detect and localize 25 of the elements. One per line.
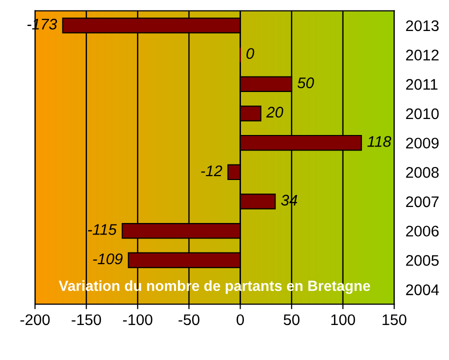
data-label: -115 bbox=[88, 224, 117, 235]
x-tick-label: -200 bbox=[20, 314, 50, 326]
y-tick-label: 2005 bbox=[406, 255, 439, 266]
y-tick-label: 2009 bbox=[406, 138, 439, 149]
data-label: 118 bbox=[367, 136, 392, 147]
data-label: 0 bbox=[246, 48, 254, 59]
x-tick-label: 100 bbox=[331, 314, 356, 326]
data-label: 20 bbox=[266, 106, 284, 118]
y-tick-label: 2013 bbox=[406, 20, 439, 32]
y-tick-label: 2011 bbox=[406, 79, 438, 90]
x-tick-label: -100 bbox=[123, 314, 152, 326]
data-label: -109 bbox=[93, 253, 123, 264]
x-tick-label: 150 bbox=[382, 314, 406, 326]
data-label: -12 bbox=[201, 165, 222, 176]
y-tick-label: 2010 bbox=[406, 108, 439, 120]
y-tick-label: 2008 bbox=[406, 167, 439, 178]
y-tick-label: 2004 bbox=[406, 284, 439, 296]
y-tick-label: 2007 bbox=[406, 196, 439, 208]
x-tick-label: 0 bbox=[236, 314, 244, 326]
data-label: 50 bbox=[297, 77, 314, 88]
y-tick-label: 2006 bbox=[406, 226, 439, 237]
y-tick-label: 2012 bbox=[406, 50, 439, 60]
x-tick-label: -50 bbox=[178, 314, 200, 326]
x-tick-label: 50 bbox=[284, 314, 300, 326]
x-tick-label: -150 bbox=[72, 314, 102, 326]
